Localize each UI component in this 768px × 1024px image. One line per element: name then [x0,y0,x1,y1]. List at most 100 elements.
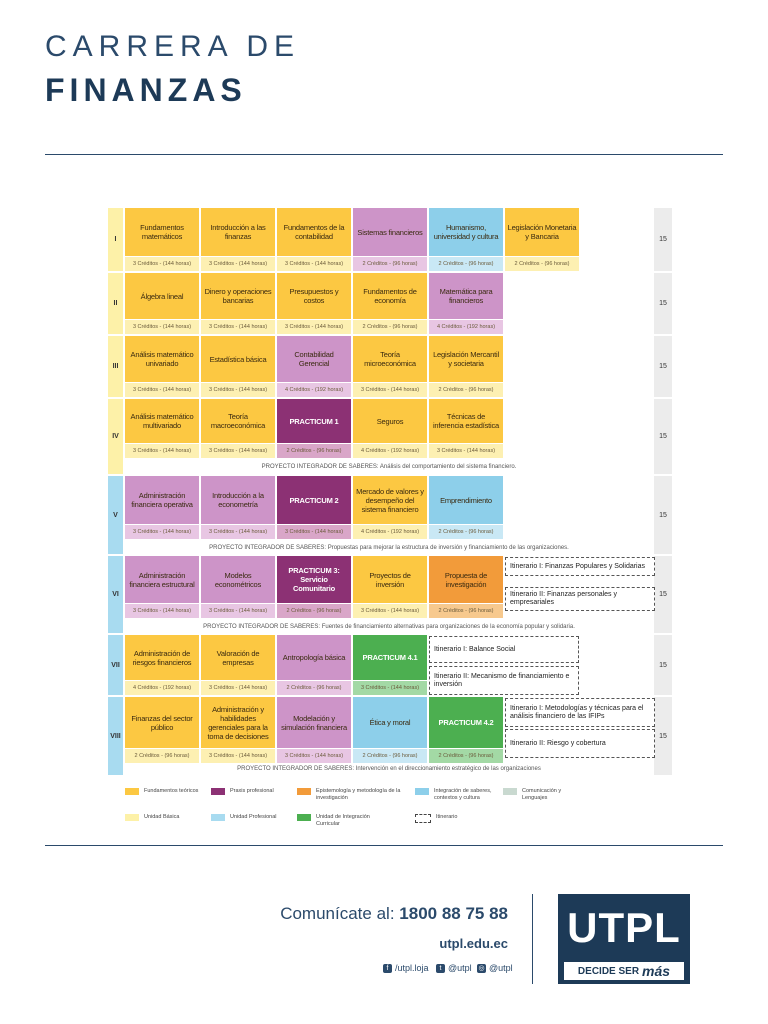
course-credits: 2 Créditos - (96 horas) [353,320,427,334]
course-cell[interactable]: Ética y moral [353,697,427,748]
course-credits: 2 Créditos - (96 horas) [353,257,427,271]
course-cell[interactable]: Modelación y simulación financiera [277,697,351,748]
course-cell[interactable]: Emprendimiento [429,476,503,524]
course-cell[interactable]: Valoración de empresas [201,635,275,680]
legend-item: Unidad Básica [125,814,209,821]
course-cell[interactable]: Legislación Mercantil y societaria [429,336,503,382]
course-cell[interactable]: Matemática para financieros [429,273,503,319]
itinerary-box[interactable]: Itinerario II: Finanzas personales y emp… [505,587,655,611]
top-divider [45,154,723,155]
legend-label: Epistemología y metodología de la invest… [316,788,401,801]
semester-total: 15 [654,273,672,334]
itinerary-box[interactable]: Itinerario I: Balance Social [429,636,579,663]
course-cell[interactable]: Fundamentos matemáticos [125,208,199,256]
course-cell[interactable]: Contabilidad Gerencial [277,336,351,382]
semester-label: VII [108,635,123,695]
itinerary-box[interactable]: Itinerario I: Metodologías y técnicas pa… [505,698,655,727]
course-cell[interactable]: Antropología básica [277,635,351,680]
course-cell[interactable]: PRACTICUM 1 [277,399,351,443]
title-line-2: FINANZAS [45,72,247,108]
legend-swatch [125,814,139,821]
course-cell[interactable]: PRACTICUM 4.2 [429,697,503,748]
course-credits: 3 Créditos - (144 horas) [277,749,351,763]
course-cell[interactable]: Seguros [353,399,427,443]
course-cell[interactable]: Legislación Monetaria y Bancaria [505,208,579,256]
course-cell[interactable]: PRACTICUM 4.1 [353,635,427,680]
course-credits: 3 Créditos - (144 horas) [353,383,427,397]
course-cell[interactable]: Finanzas del sector público [125,697,199,748]
course-credits: 4 Créditos - (192 horas) [353,525,427,539]
course-cell[interactable]: Administración financiera estructural [125,556,199,603]
course-credits: 2 Créditos - (96 horas) [429,383,503,397]
course-cell[interactable]: Fundamentos de la contabilidad [277,208,351,256]
course-credits: 3 Créditos - (144 horas) [125,444,199,458]
course-cell[interactable]: Mercado de valores y desempeño del siste… [353,476,427,524]
course-cell[interactable]: Álgebra lineal [125,273,199,319]
twitter-link[interactable]: t @utpl [436,963,472,973]
course-cell[interactable]: Teoría microeconómica [353,336,427,382]
course-credits: 3 Créditos - (144 horas) [277,525,351,539]
itinerary-box[interactable]: Itinerario II: Riesgo y cobertura [505,729,655,758]
course-cell[interactable]: Fundamentos de economía [353,273,427,319]
itinerary-box[interactable]: Itinerario I: Finanzas Populares y Solid… [505,557,655,576]
course-credits: 2 Créditos - (96 horas) [125,749,199,763]
course-cell[interactable]: Presupuestos y costos [277,273,351,319]
legend-item: Epistemología y metodología de la invest… [297,788,409,802]
course-cell[interactable]: Teoría macroeconómica [201,399,275,443]
legend-swatch [125,788,139,795]
course-credits: 3 Créditos - (144 horas) [201,257,275,271]
legend-swatch [211,788,225,795]
course-cell[interactable]: Análisis matemático multivariado [125,399,199,443]
phone-number[interactable]: 1800 88 75 88 [399,904,508,923]
course-credits: 2 Créditos - (96 horas) [429,525,503,539]
legend-item: Comunicación y Lenguajes [503,788,587,802]
legend-label: Itinerario [436,814,458,820]
course-credits: 3 Créditos - (144 horas) [125,383,199,397]
facebook-link[interactable]: f/utpl.loja [383,963,429,973]
course-credits: 4 Créditos - (192 horas) [125,681,199,695]
contact-label: Comunícate al: [280,904,395,923]
course-credits: 3 Créditos - (144 horas) [125,320,199,334]
course-cell[interactable]: Introducción a la econometría [201,476,275,524]
legend-item: Praxis profesional [211,788,295,795]
facebook-icon: f [383,963,392,973]
course-cell[interactable]: Análisis matemático univariado [125,336,199,382]
course-credits: 3 Créditos - (144 horas) [125,525,199,539]
integrator-project: PROYECTO INTEGRADOR DE SABERES: Propuest… [209,544,569,551]
integrator-project: PROYECTO INTEGRADOR DE SABERES: Fuentes … [203,623,575,630]
course-cell[interactable]: PRACTICUM 2 [277,476,351,524]
course-cell[interactable]: Estadística básica [201,336,275,382]
course-cell[interactable]: Administración financiera operativa [125,476,199,524]
course-cell[interactable]: Introducción a las finanzas [201,208,275,256]
course-cell[interactable]: Modelos econométricos [201,556,275,603]
itinerary-box[interactable]: Itinerario II: Mecanismo de financiamien… [429,666,579,695]
course-cell[interactable]: Humanismo, universidad y cultura [429,208,503,256]
course-cell[interactable]: Administración de riesgos financieros [125,635,199,680]
course-cell[interactable]: Dinero y operaciones bancarias [201,273,275,319]
course-credits: 2 Créditos - (96 horas) [429,604,503,618]
utpl-logo: UTPL DECIDE SER más [558,894,690,984]
legend-label: Comunicación y Lenguajes [522,788,562,801]
course-cell[interactable]: Propuesta de investigación [429,556,503,603]
title-line-1: CARRERA DE [45,30,301,63]
course-credits: 3 Créditos - (144 horas) [353,604,427,618]
course-credits: 3 Créditos - (144 horas) [125,604,199,618]
instagram-icon: ◎ [477,963,486,973]
website-link[interactable]: utpl.edu.ec [439,936,508,951]
logo-text: UTPL [567,904,681,951]
semester-label: VIII [108,697,123,775]
curriculum-grid: I 15 Fundamentos matemáticos 3 Créditos - (… [108,208,672,776]
course-cell[interactable]: Administración y habilidades gerenciales… [201,697,275,748]
semester-label: IV [108,399,123,474]
course-cell[interactable]: Proyectos de inversión [353,556,427,603]
course-cell[interactable]: Técnicas de inferencia estadística [429,399,503,443]
legend-item: Unidad de Integración Curricular [297,814,381,828]
course-credits: 2 Créditos - (96 horas) [429,749,503,763]
course-credits: 3 Créditos - (144 horas) [201,681,275,695]
legend-label: Integración de saberes, contextos y cult… [434,788,492,801]
legend-item: Unidad Profesional [211,814,295,821]
course-cell[interactable]: Sistemas financieros [353,208,427,256]
instagram-link[interactable]: ◎ @utpl [477,963,513,973]
course-cell[interactable]: PRACTICUM 3: Servicio Comunitario [277,556,351,603]
course-credits: 3 Créditos - (144 horas) [353,681,427,695]
